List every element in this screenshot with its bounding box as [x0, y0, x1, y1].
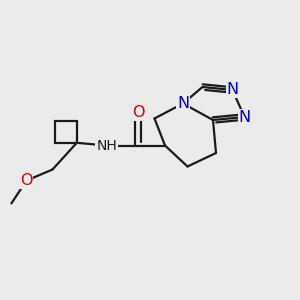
Text: NH: NH [96, 139, 117, 152]
Text: O: O [132, 105, 144, 120]
Text: O: O [20, 173, 33, 188]
Text: N: N [238, 110, 250, 124]
Text: N: N [226, 82, 238, 98]
Text: N: N [177, 96, 189, 111]
